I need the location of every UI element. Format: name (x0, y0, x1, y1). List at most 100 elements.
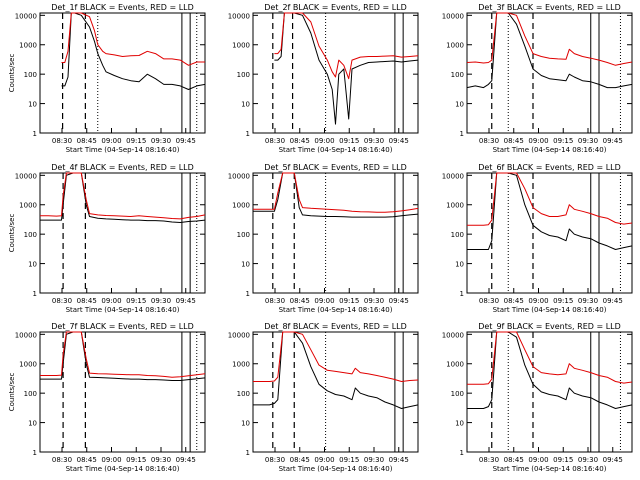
x-tick-label: 08:45 (290, 297, 310, 305)
x-tick-label: 09:30 (364, 456, 384, 464)
x-tick-label: 08:30 (265, 137, 285, 145)
y-tick-label: 10 (28, 261, 37, 269)
x-tick-label: 09:45 (603, 297, 623, 305)
y-tick-label: 10000 (15, 12, 37, 20)
x-tick-label: 09:30 (578, 297, 598, 305)
x-tick-label: 09:15 (126, 297, 146, 305)
y-tick-label: 10 (455, 420, 464, 428)
plot-frame (466, 172, 633, 294)
plot-frame (39, 172, 206, 294)
y-axis-label: Counts/sec (8, 214, 16, 253)
x-tick-label: 08:30 (479, 137, 499, 145)
y-tick-label: 1000 (446, 202, 464, 210)
lld-series-line (253, 331, 419, 382)
x-tick-label: 08:30 (265, 297, 285, 305)
detector-panel: Det_6f BLACK = Events, RED = LLD 1 10 100 10… (442, 163, 633, 314)
x-tick-label: 09:30 (151, 137, 171, 145)
x-tick-label: 09:15 (339, 137, 359, 145)
x-axis-label: Start Time (04-Sep-14 08:16:40) (66, 465, 180, 473)
y-tick-label: 10000 (442, 331, 464, 339)
x-tick-label: 08:45 (77, 456, 97, 464)
x-tick-label: 09:15 (553, 297, 573, 305)
plot-frame (39, 12, 206, 134)
y-tick-label: 10 (455, 261, 464, 269)
x-tick-label: 08:45 (77, 137, 97, 145)
y-tick-label: 10000 (15, 331, 37, 339)
x-tick-label: 09:00 (528, 456, 548, 464)
events-series-line (274, 12, 419, 125)
events-series-line (61, 12, 206, 90)
x-tick-label: 09:00 (101, 456, 121, 464)
x-tick-label: 08:45 (504, 137, 524, 145)
x-tick-label: 09:45 (389, 297, 409, 305)
y-tick-label: 1000 (446, 42, 464, 50)
detector-panel: Det_5f BLACK = Events, RED = LLD 1 10 100 10… (228, 163, 419, 314)
x-tick-label: 09:15 (553, 456, 573, 464)
detector-panel: Det_8f BLACK = Events, RED = LLD 1 10 100 10… (228, 322, 419, 473)
x-tick-label: 09:30 (151, 456, 171, 464)
x-tick-label: 09:45 (176, 297, 196, 305)
x-tick-label: 08:45 (290, 456, 310, 464)
panel-title: Det_5f BLACK = Events, RED = LLD (264, 163, 407, 172)
x-tick-label: 09:45 (603, 456, 623, 464)
y-tick-label: 100 (237, 71, 250, 79)
y-tick-label: 1 (33, 290, 37, 298)
events-series-line (466, 12, 633, 89)
x-tick-label: 08:45 (77, 297, 97, 305)
x-tick-label: 09:15 (339, 456, 359, 464)
x-tick-label: 08:45 (290, 137, 310, 145)
panel-title: Det_7f BLACK = Events, RED = LLD (51, 322, 194, 331)
x-tick-label: 08:30 (479, 456, 499, 464)
x-tick-label: 09:00 (314, 137, 334, 145)
x-tick-label: 09:00 (528, 137, 548, 145)
x-tick-label: 08:30 (52, 137, 72, 145)
y-tick-label: 1000 (19, 202, 37, 210)
plot-frame (39, 331, 206, 453)
x-tick-label: 09:15 (126, 456, 146, 464)
x-axis-label: Start Time (04-Sep-14 08:16:40) (279, 306, 393, 314)
panel-title: Det_6f BLACK = Events, RED = LLD (478, 163, 621, 172)
lld-series-line (253, 172, 419, 213)
x-tick-label: 09:15 (339, 297, 359, 305)
y-tick-label: 1000 (232, 361, 250, 369)
lld-series-line (466, 12, 633, 66)
y-tick-label: 1 (246, 449, 250, 457)
x-tick-label: 09:30 (364, 297, 384, 305)
y-tick-label: 1 (460, 449, 464, 457)
y-tick-label: 10 (241, 261, 250, 269)
lld-series-line (61, 12, 205, 66)
y-tick-label: 1 (460, 290, 464, 298)
y-tick-label: 10000 (15, 172, 37, 180)
y-axis-label: Counts/sec (8, 54, 16, 93)
x-tick-label: 09:30 (578, 456, 598, 464)
y-axis-label: Counts/sec (8, 373, 16, 412)
events-series-line (253, 172, 419, 218)
panel-title: Det_9f BLACK = Events, RED = LLD (478, 322, 621, 331)
x-tick-label: 09:30 (364, 137, 384, 145)
x-tick-label: 09:30 (578, 137, 598, 145)
y-tick-label: 1 (246, 130, 250, 138)
x-tick-label: 08:45 (504, 297, 524, 305)
y-tick-label: 1 (246, 290, 250, 298)
detector-panel: Det_4f BLACK = Events, RED = LLD 1 10 100 10… (8, 163, 206, 314)
y-tick-label: 1000 (19, 42, 37, 50)
x-tick-label: 09:45 (389, 456, 409, 464)
panel-title: Det_1f BLACK = Events, RED = LLD (51, 3, 194, 12)
y-tick-label: 1000 (19, 361, 37, 369)
x-tick-label: 09:45 (389, 137, 409, 145)
x-tick-label: 09:45 (176, 137, 196, 145)
x-axis-label: Start Time (04-Sep-14 08:16:40) (279, 465, 393, 473)
panel-title: Det_4f BLACK = Events, RED = LLD (51, 163, 194, 172)
y-tick-label: 10000 (442, 12, 464, 20)
x-tick-label: 09:00 (314, 456, 334, 464)
y-tick-label: 1 (33, 449, 37, 457)
lld-series-line (274, 12, 419, 80)
plot-frame (252, 12, 419, 134)
x-tick-label: 08:45 (504, 456, 524, 464)
y-tick-label: 100 (237, 231, 250, 239)
events-series-line (467, 331, 633, 409)
events-series-line (40, 172, 206, 223)
detector-panel: Det_3f BLACK = Events, RED = LLD 1 10 100 10… (442, 3, 633, 154)
x-tick-label: 08:30 (52, 456, 72, 464)
